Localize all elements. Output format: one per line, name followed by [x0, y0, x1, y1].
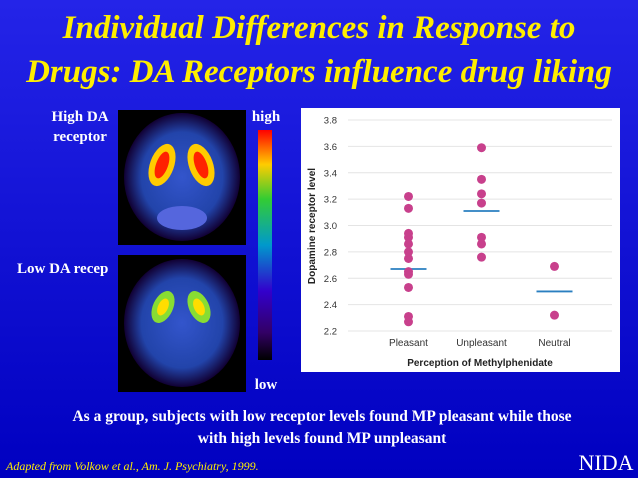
title-line: Individual Differences in Response to [62, 10, 576, 46]
data-point [477, 143, 486, 153]
data-point [404, 317, 413, 327]
data-point [404, 253, 413, 263]
data-point [404, 282, 413, 292]
caption-line: As a group, subjects with low receptor l… [72, 408, 571, 425]
scale-high: high [252, 109, 281, 125]
data-point [477, 198, 486, 208]
data-point [477, 252, 486, 262]
brain-scan-high [118, 110, 246, 245]
data-point [404, 247, 413, 257]
y-tick-label: 2.6 [324, 274, 337, 285]
data-point [404, 232, 413, 242]
y-tick-label: 3.4 [324, 168, 337, 179]
y-tick-label: 2.8 [324, 247, 337, 258]
data-point [477, 232, 486, 242]
low-label: Low DA recep [17, 261, 108, 277]
data-point [477, 174, 486, 184]
y-tick-label: 3.8 [324, 116, 337, 127]
x-tick-label: Neutral [538, 338, 570, 349]
high-label: receptor [53, 129, 107, 145]
x-axis-label: Perception of Methylphenidate [407, 358, 553, 369]
chart: 2.2 2.4 2.6 2.8 3.0 3.2 3.4 3.6 3.8 Dopamine rece… [307, 116, 612, 369]
color-scale [258, 130, 272, 360]
scale-low: low [255, 377, 278, 393]
x-tick-label: Pleasant [389, 338, 428, 349]
data-point [404, 203, 413, 213]
data-point [550, 310, 559, 320]
caption-line: with high levels found MP unpleasant [198, 430, 447, 447]
y-tick-label: 3.6 [324, 142, 337, 153]
citation: Adapted from Volkow et al., Am. J. Psych… [5, 459, 259, 473]
y-tick-label: 2.2 [324, 327, 337, 338]
data-point [477, 239, 486, 249]
x-tick-label: Unpleasant [456, 338, 507, 349]
data-point [404, 239, 413, 249]
title-line: Drugs: DA Receptors influence drug likin… [25, 54, 612, 90]
chart-panel [301, 108, 620, 372]
data-point [550, 261, 559, 271]
data-point [404, 191, 413, 201]
y-axis-label: Dopamine receptor level [307, 168, 318, 284]
high-label: High DA [51, 109, 108, 125]
y-tick-label: 3.2 [324, 195, 337, 206]
data-point [477, 189, 486, 199]
data-point [404, 269, 413, 279]
logo: NIDA [579, 450, 634, 475]
brain-scan-low [118, 255, 246, 392]
y-tick-label: 3.0 [324, 221, 337, 232]
y-tick-label: 2.4 [324, 300, 337, 311]
